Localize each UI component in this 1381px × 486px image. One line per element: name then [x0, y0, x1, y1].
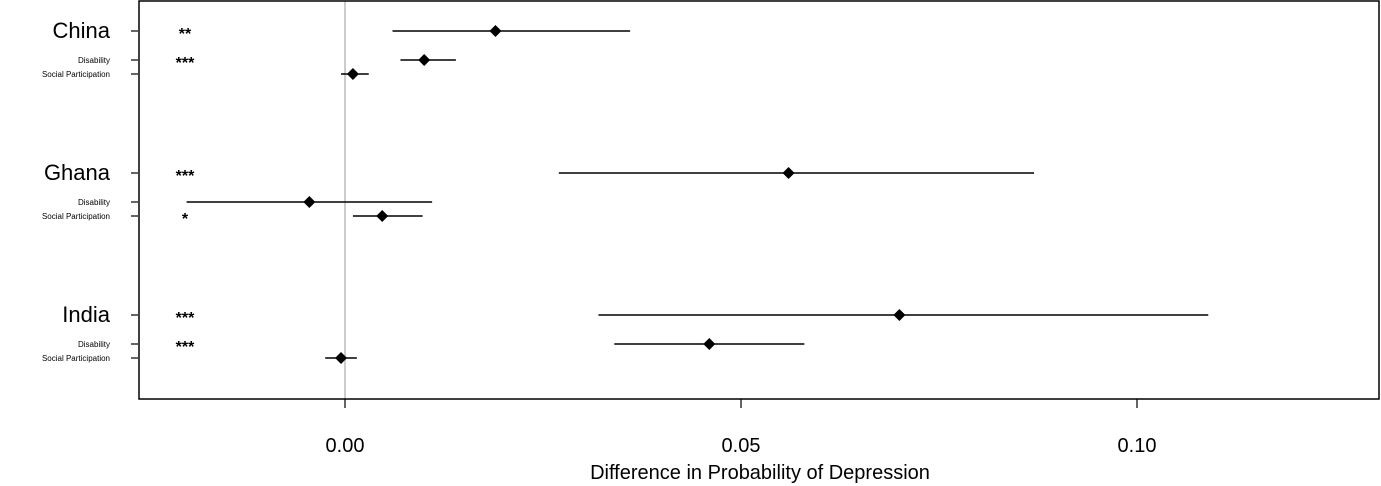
point-estimate [303, 196, 316, 208]
row-label: Ghana [44, 160, 111, 185]
row-label: Disability [78, 340, 110, 349]
point-estimate [703, 338, 716, 350]
x-axis: 0.00 0.05 0.10 [326, 399, 1157, 457]
significance-stars: *** [176, 168, 195, 185]
row-label: Disability [78, 198, 110, 207]
row-label: China [53, 18, 111, 43]
significance-stars: ** [179, 26, 192, 43]
significance-stars: * [182, 211, 189, 228]
row-label: India [62, 302, 110, 327]
point-estimate [346, 68, 359, 80]
x-tick-label: 0.10 [1118, 435, 1157, 457]
point-estimate [418, 54, 431, 66]
significance-stars: *** [176, 55, 195, 72]
significance-stars: *** [176, 339, 195, 356]
x-axis-title: Difference in Probability of Depression [590, 462, 930, 484]
point-estimate [893, 309, 906, 321]
point-estimate [782, 167, 795, 179]
row-label: Social Participation [42, 70, 110, 79]
point-estimate [489, 25, 502, 37]
row-label: Social Participation [42, 212, 110, 221]
x-tick-label: 0.00 [326, 435, 365, 457]
point-estimate [335, 352, 348, 364]
plot-frame [138, 0, 1380, 400]
significance-stars: *** [176, 310, 195, 327]
plot-rows: China ** Disability *** Social Participation… [42, 18, 1209, 364]
x-tick-label: 0.05 [722, 435, 761, 457]
row-label: Social Participation [42, 354, 110, 363]
point-estimate [376, 210, 389, 222]
row-label: Disability [78, 56, 110, 65]
